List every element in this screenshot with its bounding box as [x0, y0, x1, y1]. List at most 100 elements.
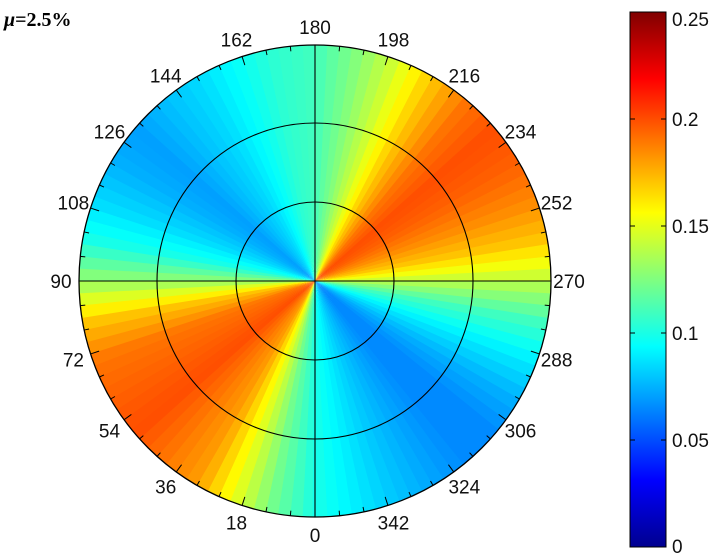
outer-tick	[408, 491, 412, 497]
outer-tick	[80, 255, 86, 258]
outer-tick	[525, 374, 531, 378]
heatmap-wedge	[228, 51, 315, 282]
heatmap-wedge	[206, 60, 315, 281]
outer-tick	[139, 435, 144, 440]
outer-tick	[156, 452, 161, 457]
angle-label: 270	[553, 272, 585, 293]
heatmap-wedge	[315, 281, 341, 517]
heatmap-wedge	[105, 281, 315, 412]
outer-tick	[544, 304, 550, 307]
angle-label: 126	[94, 123, 126, 144]
colorbar-tick-label: 0.1	[672, 324, 698, 345]
outer-tick	[408, 65, 412, 71]
heatmap-wedge	[79, 281, 315, 331]
heatmap-wedge	[315, 161, 530, 281]
outer-tick	[486, 122, 491, 127]
heatmap-wedge	[315, 281, 424, 502]
angle-label: 342	[378, 514, 410, 535]
heatmap-wedge	[315, 281, 413, 506]
heatmap-wedge	[100, 281, 315, 401]
title-symbol: μ	[3, 9, 15, 31]
angle-label: 18	[226, 514, 247, 535]
heatmap-wedge	[101, 158, 315, 281]
polar-heatmap-wedges	[79, 45, 551, 517]
heatmap-wedge	[265, 45, 315, 281]
heatmap-wedge	[315, 281, 390, 514]
outer-tick	[175, 464, 182, 473]
heatmap-wedge	[315, 281, 378, 517]
angle-label: 108	[58, 194, 90, 215]
heatmap-wedge	[315, 281, 402, 511]
outer-tick	[289, 46, 292, 52]
outer-tick	[110, 396, 116, 400]
outer-tick	[514, 396, 520, 400]
heatmap-wedge	[182, 281, 315, 489]
heatmap-wedge	[315, 206, 548, 281]
angle-label: 234	[505, 123, 537, 144]
outer-tick	[265, 50, 268, 56]
heatmap-wedge	[217, 56, 315, 281]
heatmap-wedge	[315, 281, 535, 393]
polar-outer-ticks	[79, 45, 551, 517]
heatmap-wedge	[315, 255, 551, 281]
outer-tick	[544, 255, 550, 258]
angle-label: 90	[50, 272, 71, 293]
outer-tick	[362, 506, 365, 512]
outer-tick	[384, 496, 389, 506]
heatmap-wedge	[315, 281, 510, 434]
heatmap-wedge	[79, 281, 315, 344]
heatmap-wedge	[163, 85, 315, 282]
angle-label: 72	[63, 351, 84, 372]
outer-tick	[540, 231, 546, 234]
heatmap-wedge	[143, 281, 315, 460]
heatmap-wedge	[315, 102, 487, 282]
outer-tick	[123, 141, 132, 148]
title-text: =2.5%	[15, 9, 71, 31]
heatmap-wedge	[120, 128, 315, 281]
heatmap-wedge	[184, 71, 315, 281]
heatmap-wedge	[315, 281, 517, 425]
outer-tick	[196, 480, 200, 486]
angle-label: 324	[448, 478, 480, 499]
heatmap-wedge	[315, 281, 365, 517]
heatmap-wedge	[315, 281, 457, 484]
heatmap-wedge	[90, 281, 315, 379]
colorbar-tick-label: 0	[672, 537, 683, 558]
heatmap-wedge	[171, 281, 315, 483]
heatmap-wedge	[252, 45, 315, 282]
angle-label: 36	[155, 478, 176, 499]
outer-tick	[84, 328, 90, 331]
heatmap-wedge	[112, 281, 315, 423]
heatmap-wedge	[315, 150, 525, 281]
outer-tick	[498, 414, 507, 421]
heatmap-wedge	[315, 231, 551, 281]
heatmap-wedge	[277, 45, 315, 281]
heatmap-wedge	[173, 78, 315, 281]
heatmap-wedge	[315, 281, 353, 517]
heatmap-wedge	[82, 281, 315, 356]
outer-tick	[498, 141, 507, 148]
outer-tick	[430, 76, 434, 82]
heatmap-wedge	[152, 281, 315, 468]
heatmap-wedge	[315, 218, 551, 281]
heatmap-wedge	[85, 281, 315, 368]
outer-tick	[218, 491, 222, 497]
outer-tick	[139, 122, 144, 127]
heatmap-wedge	[315, 281, 529, 404]
outer-tick	[90, 207, 100, 212]
colorbar	[629, 11, 667, 548]
heatmap-wedge	[195, 66, 315, 281]
outer-tick	[384, 56, 389, 66]
polar-angle-labels: 0 18 36 54 72 90 108 126 144 162 180 198 216 234 252 27…	[50, 18, 584, 547]
outer-tick	[469, 105, 474, 110]
angle-label: 252	[541, 194, 573, 215]
outer-tick	[362, 50, 365, 56]
heatmap-wedge	[315, 281, 446, 491]
outer-tick	[338, 510, 341, 516]
heatmap-wedge	[95, 169, 315, 281]
outer-tick	[525, 184, 531, 188]
heatmap-wedge	[315, 268, 551, 284]
heatmap-wedge	[312, 281, 328, 517]
heatmap-wedge	[315, 281, 435, 496]
